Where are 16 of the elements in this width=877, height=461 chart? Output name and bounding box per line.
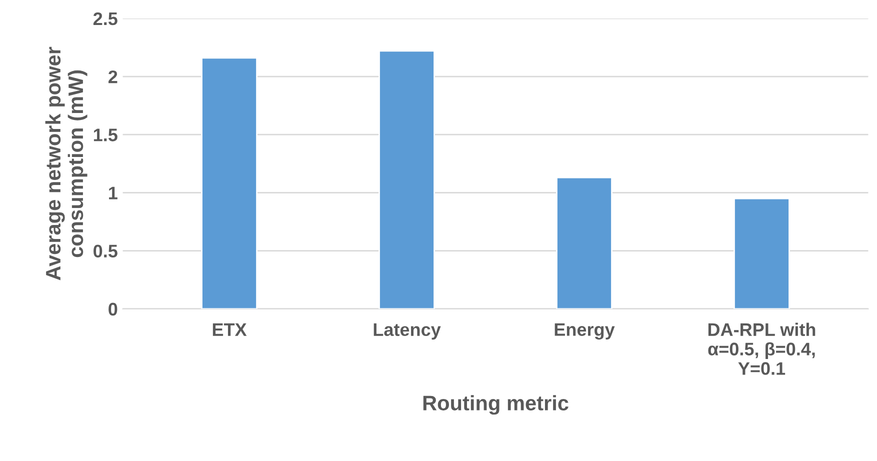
x-tick-label: ETX [212, 323, 247, 336]
bar [378, 50, 435, 309]
y-axis-title: Average network power consumption (mW) [45, 46, 88, 280]
bar [201, 57, 258, 309]
y-tick-label: 2.5 [93, 12, 118, 26]
x-tick-label: DA-RPL with α=0.5, β=0.4, Υ=0.1 [708, 322, 816, 375]
y-tick-label: 2 [108, 70, 118, 84]
x-axis-title: Routing metric [423, 395, 568, 415]
y-tick-label: 0 [108, 302, 118, 316]
y-tick-label: 1 [109, 186, 118, 200]
y-tick-label: 0.5 [94, 244, 118, 258]
bar [556, 176, 612, 309]
x-tick-label: Latency [374, 323, 441, 340]
bar [734, 198, 790, 309]
y-tick-label: 1.5 [94, 128, 118, 142]
x-tick-label: Energy [554, 323, 615, 340]
